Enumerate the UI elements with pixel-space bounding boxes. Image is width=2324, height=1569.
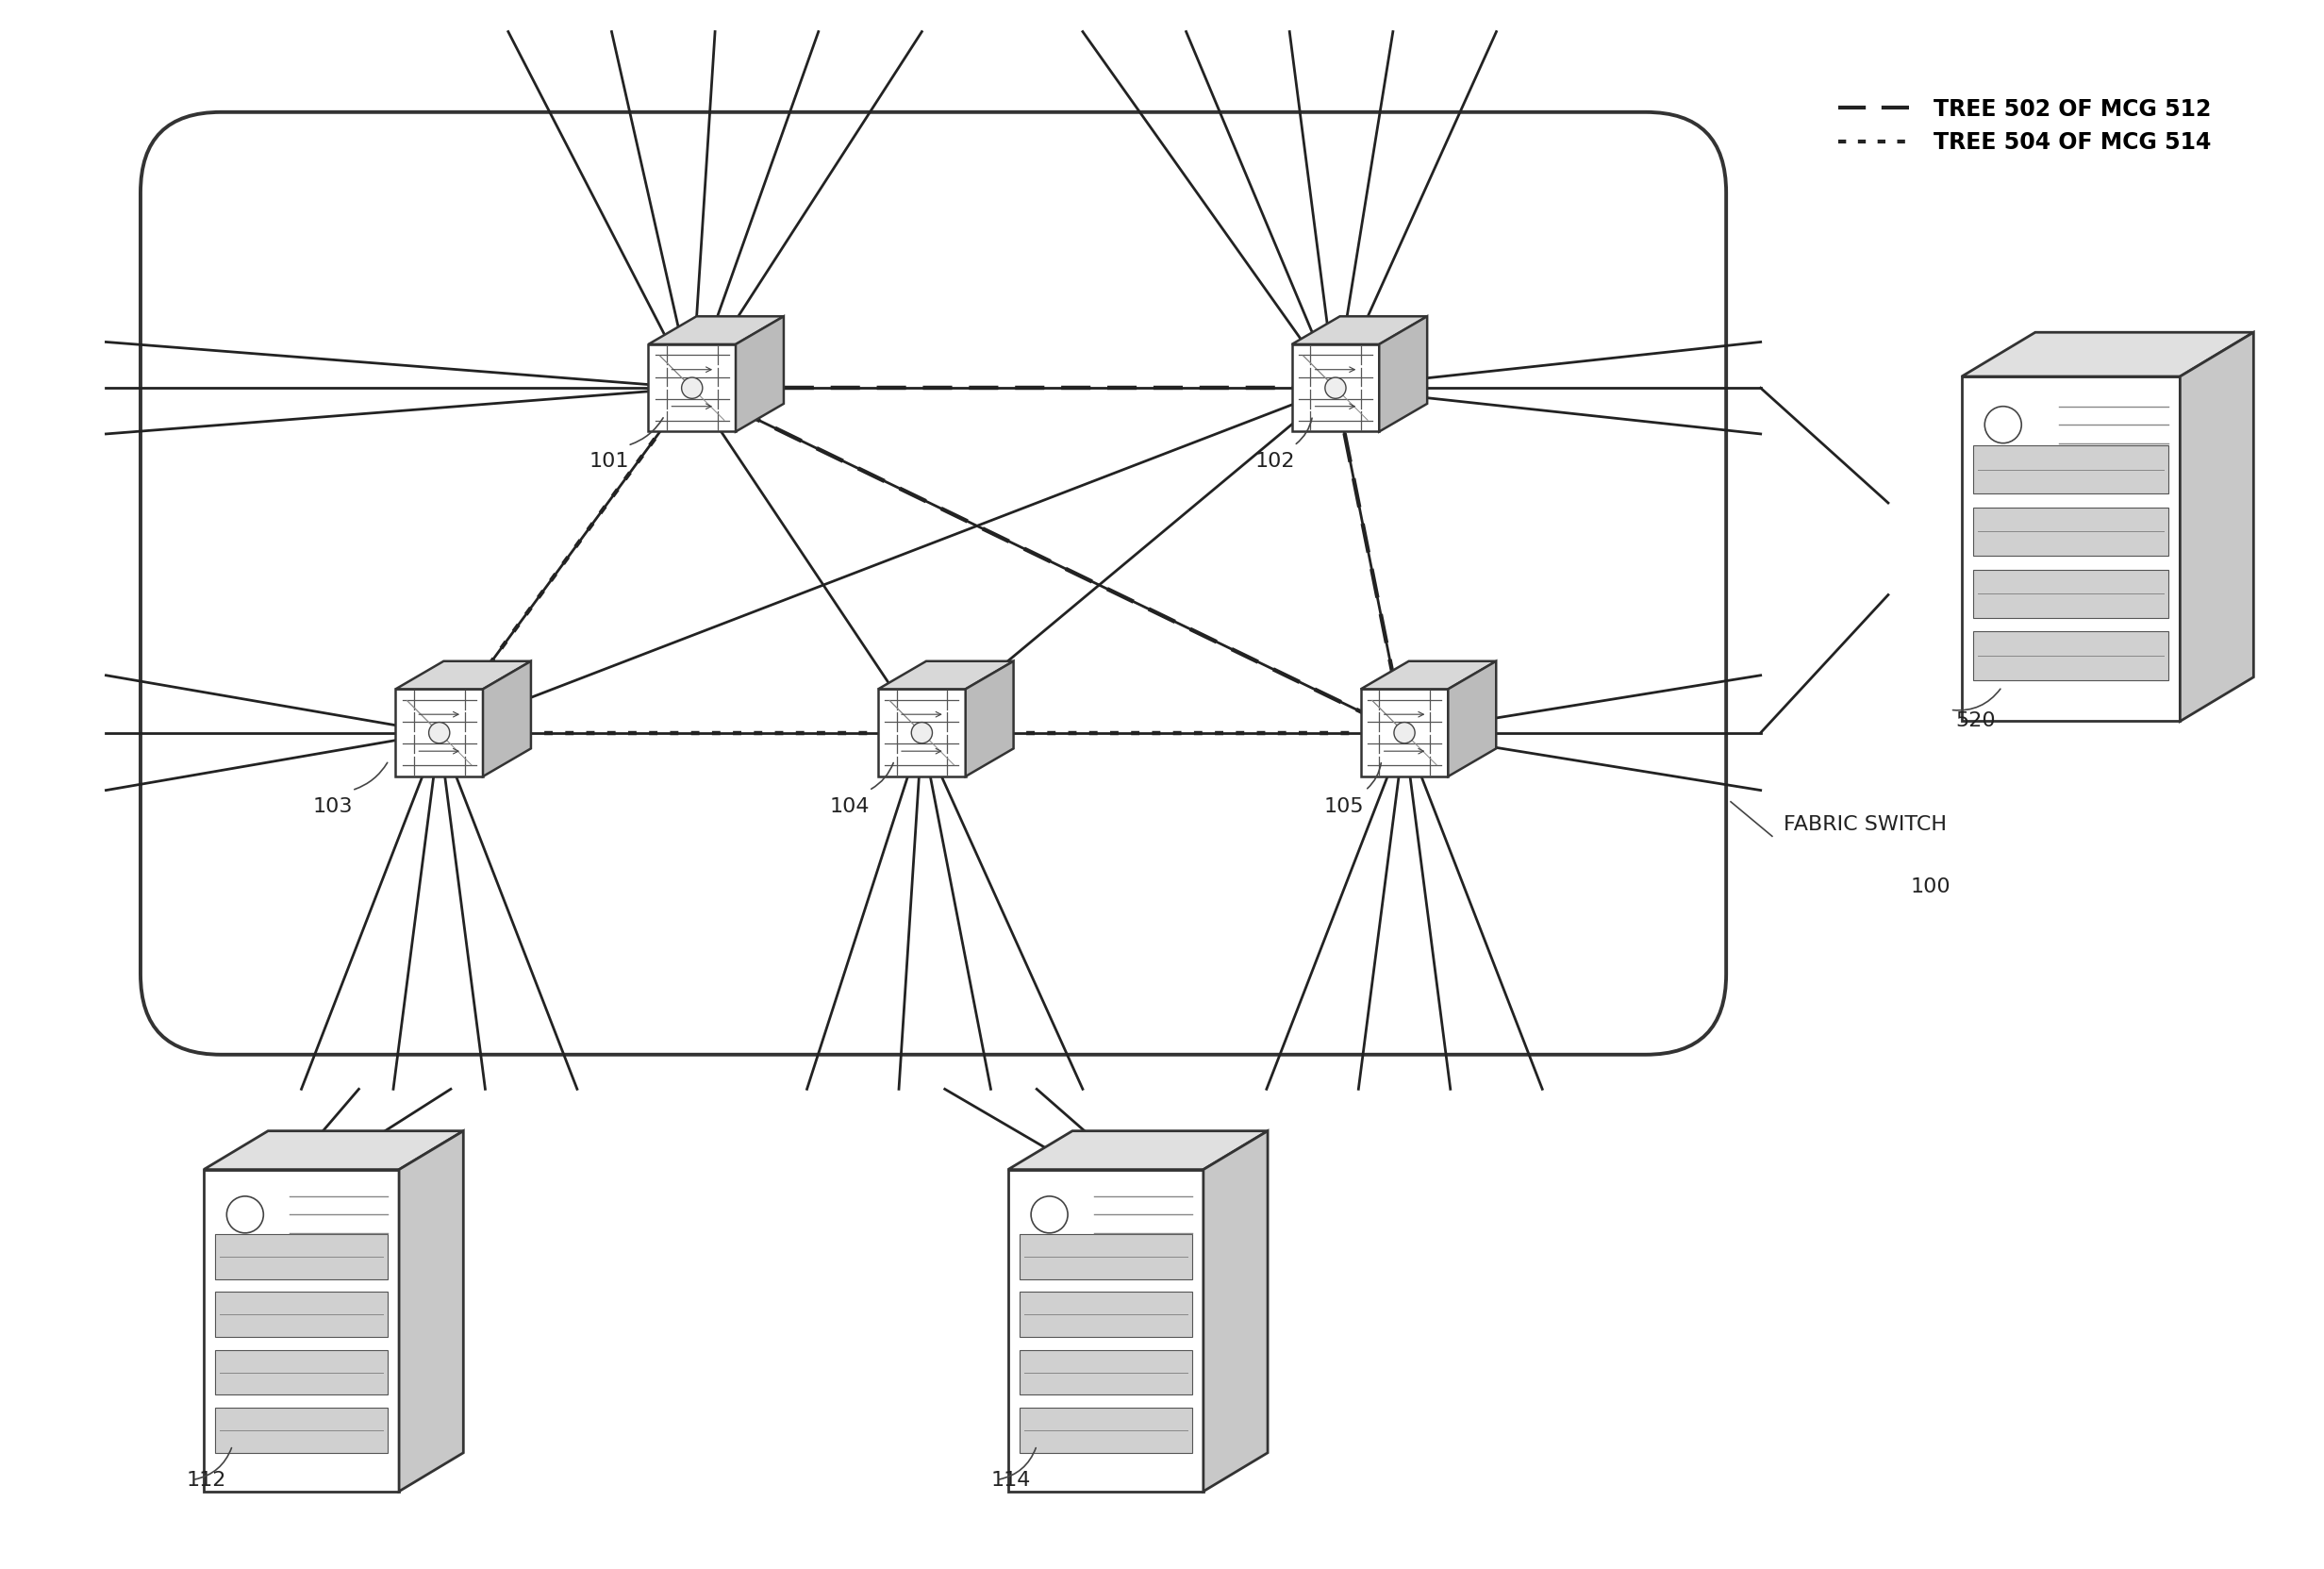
Polygon shape [648,344,737,431]
Polygon shape [1378,317,1427,431]
Text: 520: 520 [1957,712,1996,731]
Polygon shape [205,1131,462,1169]
FancyBboxPatch shape [1020,1349,1192,1395]
Text: 101: 101 [588,452,630,471]
Text: 112: 112 [186,1470,225,1489]
Circle shape [1032,1196,1067,1233]
Text: 104: 104 [830,797,869,816]
Polygon shape [1204,1131,1267,1492]
FancyBboxPatch shape [139,111,1727,1054]
Polygon shape [1961,377,2180,722]
FancyBboxPatch shape [1020,1407,1192,1453]
Polygon shape [1362,689,1448,777]
FancyBboxPatch shape [1020,1291,1192,1337]
Text: 102: 102 [1255,452,1294,471]
Circle shape [1394,722,1415,744]
Polygon shape [1448,661,1497,777]
Polygon shape [878,661,1013,689]
Text: FABRIC SWITCH: FABRIC SWITCH [1783,816,1948,835]
Polygon shape [1961,333,2254,377]
Circle shape [428,722,451,744]
FancyBboxPatch shape [216,1407,388,1453]
Polygon shape [205,1169,400,1492]
FancyBboxPatch shape [1973,446,2168,494]
Polygon shape [964,661,1013,777]
Text: 100: 100 [1910,877,1950,896]
Polygon shape [1362,661,1497,689]
Polygon shape [648,317,783,344]
Polygon shape [1292,344,1378,431]
Circle shape [1325,378,1346,399]
Circle shape [911,722,932,744]
FancyBboxPatch shape [1973,507,2168,555]
Polygon shape [1009,1131,1267,1169]
Text: 105: 105 [1325,797,1364,816]
Polygon shape [1009,1169,1204,1492]
FancyBboxPatch shape [216,1233,388,1279]
FancyBboxPatch shape [1973,570,2168,618]
Legend: TREE 502 OF MCG 512, TREE 504 OF MCG 514: TREE 502 OF MCG 512, TREE 504 OF MCG 514 [1829,89,2219,163]
FancyBboxPatch shape [1020,1233,1192,1279]
Circle shape [228,1196,263,1233]
Polygon shape [483,661,530,777]
Polygon shape [395,689,483,777]
Polygon shape [737,317,783,431]
FancyBboxPatch shape [216,1349,388,1395]
Circle shape [681,378,702,399]
Text: 114: 114 [990,1470,1032,1489]
Polygon shape [2180,333,2254,722]
Text: 103: 103 [314,797,353,816]
FancyBboxPatch shape [1973,632,2168,679]
Polygon shape [878,689,964,777]
FancyBboxPatch shape [216,1291,388,1337]
Circle shape [1985,406,2022,442]
Polygon shape [395,661,530,689]
Polygon shape [400,1131,462,1492]
Polygon shape [1292,317,1427,344]
